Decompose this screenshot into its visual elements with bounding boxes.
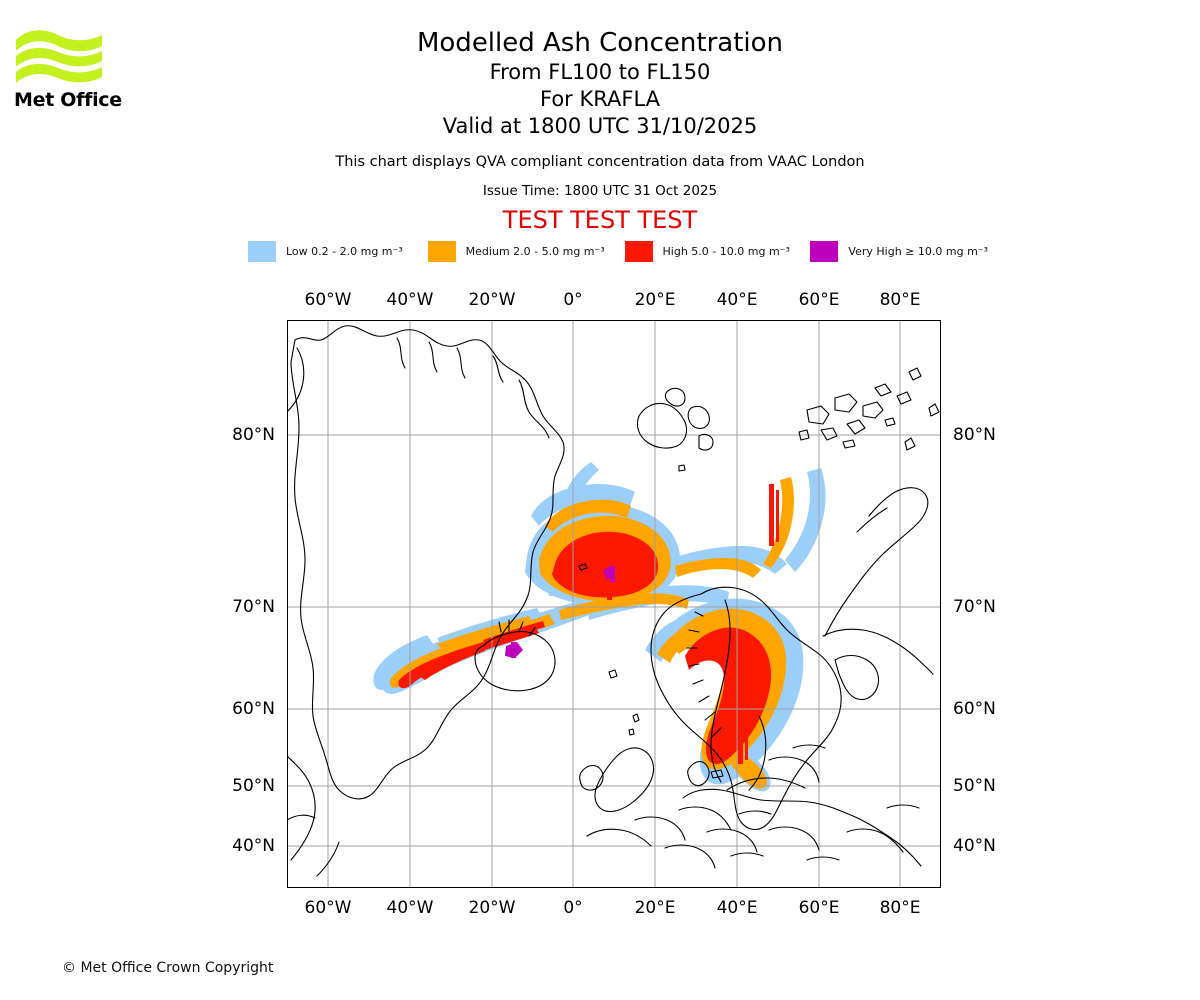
legend-item-low: Low 0.2 - 2.0 mg m⁻³ — [248, 240, 403, 262]
lat-tick-right-3: 50°N — [953, 776, 996, 796]
northern-europe-coastline — [682, 788, 922, 867]
issue-time: Issue Time: 1800 UTC 31 Oct 2025 — [482, 183, 718, 199]
graticule — [287, 320, 941, 888]
lat-tick-left-2: 60°N — [232, 699, 275, 719]
chart-header: Modelled Ash Concentration From FL100 to… — [0, 0, 1200, 234]
ash-plume-layer — [373, 462, 826, 792]
legend-swatch-low — [248, 240, 276, 262]
lon-tick-bottom-6: 60°E — [798, 898, 840, 918]
legend-label-medium: Medium 2.0 - 5.0 mg m⁻³ — [465, 244, 605, 258]
plume-contour-high — [398, 484, 779, 765]
lon-tick-bottom-2: 20°W — [468, 898, 516, 918]
legend-item-high: High 5.0 - 10.0 mg m⁻³ — [624, 240, 790, 262]
qva-note: This chart displays QVA compliant concen… — [335, 154, 865, 170]
lat-tick-right-2: 60°N — [953, 699, 996, 719]
lon-tick-top-3: 0° — [563, 290, 583, 310]
lon-tick-bottom-7: 80°E — [879, 898, 921, 918]
lon-tick-bottom-4: 20°E — [634, 898, 676, 918]
lon-tick-bottom-3: 0° — [563, 898, 583, 918]
lat-tick-right-4: 40°N — [953, 836, 996, 856]
lon-tick-top-4: 20°E — [634, 290, 676, 310]
great-britain-coastline — [594, 747, 655, 813]
lon-tick-top-7: 80°E — [879, 290, 921, 310]
map-canvas — [287, 320, 941, 888]
concentration-legend: Low 0.2 - 2.0 mg m⁻³ Medium 2.0 - 5.0 mg… — [248, 240, 988, 262]
flight-level-range: From FL100 to FL150 — [489, 60, 711, 84]
copyright-notice: © Met Office Crown Copyright — [62, 960, 274, 976]
page-title: Modelled Ash Concentration — [416, 28, 784, 58]
legend-swatch-medium — [427, 240, 456, 262]
valid-time: Valid at 1800 UTC 31/10/2025 — [442, 114, 758, 138]
plume-contour-very-high — [505, 566, 615, 658]
lat-tick-left-4: 40°N — [232, 836, 275, 856]
ash-concentration-map: 60°W 40°W 20°W 0° 20°E 40°E 60°E 80°E 60… — [232, 290, 996, 918]
legend-label-very-high: Very High ≥ 10.0 mg m⁻³ — [848, 244, 988, 258]
novaya-zemlya-coastline — [824, 487, 929, 637]
lon-tick-top-2: 20°W — [468, 290, 516, 310]
lat-tick-right-1: 70°N — [953, 597, 996, 617]
coastlines — [287, 325, 940, 877]
svalbard-coastline — [636, 402, 688, 449]
scandinavia-coastline — [650, 586, 842, 831]
lon-tick-top-0: 60°W — [304, 290, 352, 310]
legend-swatch-high — [624, 240, 653, 262]
legend-item-very-high: Very High ≥ 10.0 mg m⁻³ — [810, 240, 988, 262]
ireland-coastline — [579, 764, 604, 791]
met-office-logo: Met Office — [14, 26, 124, 116]
lat-tick-left-3: 50°N — [232, 776, 275, 796]
met-office-logo-text: Met Office — [14, 89, 122, 111]
labrador-coastline — [287, 755, 316, 861]
lon-tick-top-5: 40°E — [716, 290, 758, 310]
franz-josef-land — [798, 367, 940, 451]
legend-swatch-very-high — [810, 240, 839, 262]
legend-item-medium: Medium 2.0 - 5.0 mg m⁻³ — [427, 240, 605, 262]
legend-label-low: Low 0.2 - 2.0 mg m⁻³ — [286, 244, 403, 258]
volcano-name: For KRAFLA — [540, 87, 660, 111]
lat-tick-left-1: 70°N — [232, 597, 275, 617]
test-banner: TEST TEST TEST — [502, 206, 698, 234]
lon-tick-top-6: 60°E — [798, 290, 840, 310]
iceland-coastline — [474, 630, 556, 692]
lon-tick-bottom-5: 40°E — [716, 898, 758, 918]
met-office-wave-icon — [16, 30, 102, 83]
lat-tick-right-0: 80°N — [953, 425, 996, 445]
legend-label-high: High 5.0 - 10.0 mg m⁻³ — [662, 244, 790, 258]
lon-tick-bottom-1: 40°W — [386, 898, 434, 918]
lon-tick-top-1: 40°W — [386, 290, 434, 310]
lat-tick-left-0: 80°N — [232, 425, 275, 445]
lon-tick-bottom-0: 60°W — [304, 898, 352, 918]
